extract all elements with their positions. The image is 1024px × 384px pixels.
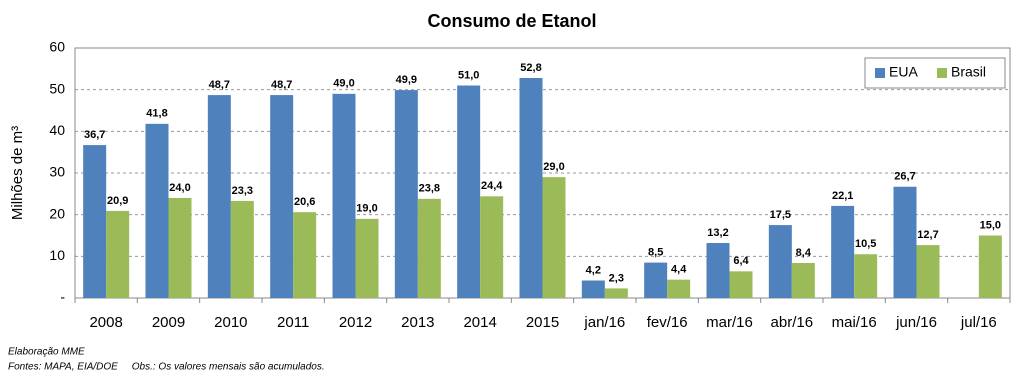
value-label: 26,7 [894,171,915,183]
value-label: 23,8 [419,183,440,195]
x-tick-label: 2014 [463,314,496,331]
x-tick-label: mai/16 [832,314,877,331]
x-tick-label: 2012 [339,314,372,331]
bar [355,218,379,298]
x-tick-label: jun/16 [895,314,937,331]
bar [207,95,231,298]
value-label: 6,4 [733,255,749,267]
bar [581,280,605,298]
bar [145,123,169,298]
value-label: 12,7 [917,229,938,241]
x-tick-label: 2009 [152,314,185,331]
legend-label: EUA [889,64,918,80]
y-tick-label: 50 [49,80,65,96]
value-label: 20,6 [294,196,315,208]
bar [791,263,815,298]
x-tick-label: fev/16 [647,314,688,331]
bar [667,279,691,298]
bar [480,196,504,298]
value-label: 8,4 [796,247,812,259]
y-tick-label: 30 [49,164,65,180]
y-tick-label: 20 [49,205,65,221]
legend-label: Brasil [951,64,986,80]
bar [168,198,192,298]
y-tick-label: 10 [49,247,65,263]
value-label: 24,0 [169,182,190,194]
value-label: 24,4 [481,180,503,192]
bar [542,177,566,298]
bar [893,186,917,298]
value-label: 20,9 [107,195,128,207]
legend-swatch [937,68,947,78]
y-tick-label: - [60,289,65,305]
x-tick-label: mar/16 [706,314,753,331]
bar [417,198,441,298]
chart-title: Consumo de Etanol [427,11,596,31]
bar [293,212,317,298]
note: Elaboração MME [8,347,85,358]
x-tick-label: jul/16 [960,314,997,331]
bar [916,245,940,298]
value-label: 15,0 [980,219,1001,231]
y-tick-label: 60 [49,39,65,55]
bar [106,210,130,298]
legend-box [864,57,1006,89]
bar [604,288,628,298]
x-tick-label: jan/16 [583,314,625,331]
bar [230,200,254,298]
value-label: 8,5 [648,246,663,258]
bar [394,90,418,298]
bar [729,271,753,298]
value-label: 22,1 [832,190,853,202]
bar [706,243,730,298]
value-label: 52,8 [520,62,541,74]
value-label: 13,2 [707,227,728,239]
bar [270,95,294,298]
bar [332,93,356,298]
bar [457,85,481,298]
bar [519,78,543,298]
x-tick-label: 2008 [89,314,122,331]
bar [854,254,878,298]
value-label: 4,4 [671,264,687,276]
x-tick-label: 2011 [277,314,309,331]
bar [644,262,668,298]
value-label: 10,5 [855,238,876,250]
value-label: 48,7 [271,79,292,91]
value-label: 49,0 [333,78,354,90]
value-label: 19,0 [356,203,377,215]
y-axis-label: Milhões de m³ [9,126,26,220]
value-label: 4,2 [586,264,601,276]
value-label: 48,7 [209,79,230,91]
bar [83,145,107,298]
value-label: 36,7 [84,129,105,141]
value-label: 41,8 [146,108,167,120]
x-tick-label: 2013 [401,314,434,331]
x-tick-label: 2015 [526,314,559,331]
note: Fontes: MAPA, EIA/DOE Obs.: Os valores m… [8,362,325,373]
value-label: 2,3 [609,272,624,284]
value-label: 29,0 [543,161,564,173]
value-label: 17,5 [770,209,791,221]
bar [831,205,855,298]
legend-swatch [875,68,885,78]
x-tick-label: abr/16 [771,314,814,331]
value-label: 23,3 [232,185,253,197]
value-label: 49,9 [396,74,417,86]
x-tick-label: 2010 [214,314,247,331]
value-label: 51,0 [458,69,479,81]
y-tick-label: 40 [49,122,65,138]
bar [978,235,1002,298]
bar [768,225,792,298]
